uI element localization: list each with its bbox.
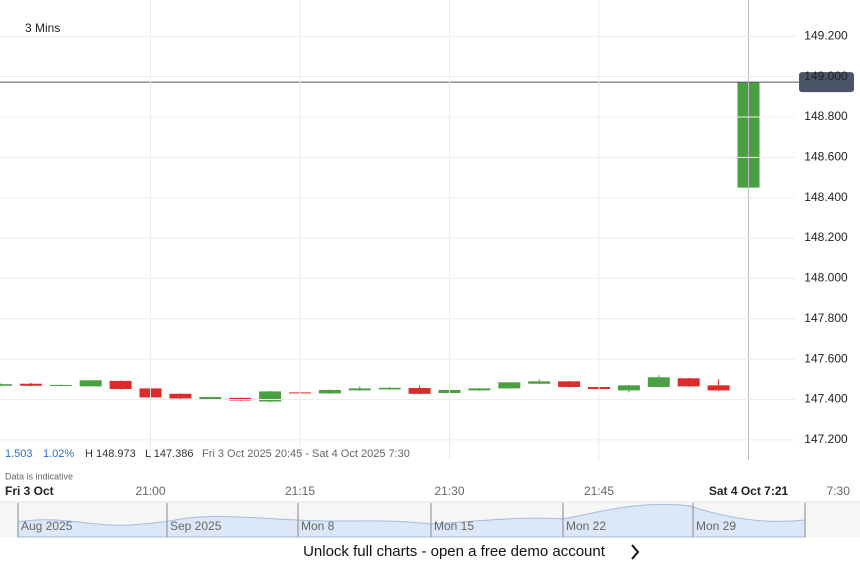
y-tick-label: 149.000 xyxy=(804,69,848,83)
y-tick-label: 149.200 xyxy=(804,28,848,42)
navigator-separators xyxy=(17,503,806,537)
y-tick-label: 147.800 xyxy=(804,311,848,325)
y-tick-label: 147.200 xyxy=(804,432,848,446)
navigator-label: Mon 15 xyxy=(434,519,474,533)
y-tick-label: 148.200 xyxy=(804,230,848,244)
y-tick-label: 147.600 xyxy=(804,351,848,365)
navigator-label: Mon 29 xyxy=(696,519,736,533)
low: L 147.386 xyxy=(145,448,194,460)
x-tick-label: Fri 3 Oct xyxy=(5,484,54,498)
last-price-badge xyxy=(799,72,854,93)
change-pct: 1.02% xyxy=(43,448,74,460)
chevron[interactable] xyxy=(631,544,640,560)
navigator-label: Mon 22 xyxy=(566,519,606,533)
navigator-label: Aug 2025 xyxy=(21,519,73,533)
x-tick-label: 21:30 xyxy=(434,484,464,498)
navigator-label: Mon 8 xyxy=(301,519,335,533)
x-tick-label: 21:45 xyxy=(584,484,614,498)
cta-link[interactable]: Unlock full charts - open a free demo ac… xyxy=(303,543,606,560)
high: H 148.973 xyxy=(85,448,136,460)
note: Data is indicative xyxy=(5,471,73,481)
y-tick-label: 147.400 xyxy=(804,392,848,406)
x-tick-label: Sat 4 Oct 7:21 xyxy=(709,484,789,498)
x-tick-label: 21:15 xyxy=(285,484,315,498)
y-tick-label: 148.000 xyxy=(804,271,848,285)
y-tick-label: 148.600 xyxy=(804,150,848,164)
x-tick-label: 7:30 xyxy=(827,484,851,498)
navigator-label: Sep 2025 xyxy=(170,519,222,533)
change: 1.503 xyxy=(5,448,33,460)
x-tick-label: 21:00 xyxy=(135,484,165,498)
range: Fri 3 Oct 2025 20:45 - Sat 4 Oct 2025 7:… xyxy=(202,448,410,460)
chart-title: 3 Mins xyxy=(25,21,60,35)
y-tick-label: 148.400 xyxy=(804,190,848,204)
navigator-area xyxy=(17,503,806,538)
y-tick-label: 148.800 xyxy=(804,109,848,123)
candle-body xyxy=(0,384,12,386)
